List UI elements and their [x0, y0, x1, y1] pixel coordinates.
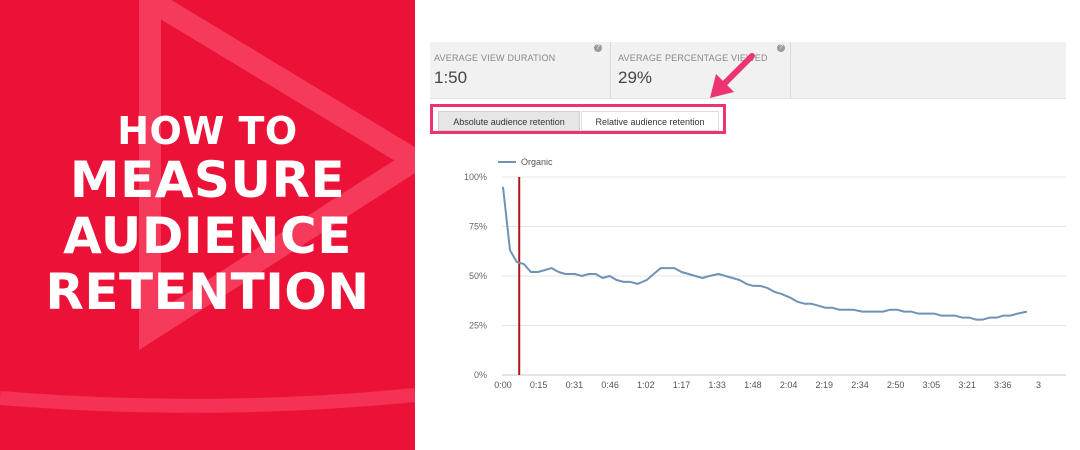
- x-tick-label: 2:04: [780, 380, 798, 390]
- analytics-panel: AVERAGE VIEW DURATION 1:50 ? AVERAGE PER…: [430, 42, 1066, 400]
- legend-label: Organic: [521, 157, 553, 167]
- y-tick-label: 25%: [469, 321, 487, 331]
- tab-absolute-audience-retention[interactable]: Absolute audience retention: [438, 111, 580, 131]
- help-icon[interactable]: ?: [594, 44, 602, 52]
- x-tick-label: 1:33: [708, 380, 726, 390]
- x-tick-label: 0:15: [530, 380, 548, 390]
- headline-line-1: HOW TO: [117, 109, 298, 153]
- x-tick-label: 0:00: [494, 380, 512, 390]
- headline-line-2: MEASURE: [69, 151, 346, 209]
- x-tick-label: 0:31: [566, 380, 584, 390]
- x-tick-label: 3:36: [994, 380, 1012, 390]
- retention-chart: 0% 25% 50% 75% 100% 0:00 0:15 0:31 0:46 1:02 1:17 1…: [464, 157, 1066, 390]
- metric-value: 29%: [618, 68, 653, 87]
- metric-label: AVERAGE VIEW DURATION: [434, 53, 556, 63]
- y-tick-label: 50%: [469, 271, 487, 281]
- x-tick-label: 1:02: [637, 380, 655, 390]
- play-icon: [0, 0, 415, 413]
- x-tick-label: 1:48: [744, 380, 762, 390]
- metric-average-percentage-viewed[interactable]: AVERAGE PERCENTAGE VIEWED 29% ?: [614, 42, 791, 98]
- retention-tabs: Absolute audience retention Relative aud…: [430, 104, 726, 134]
- x-tick-label: 2:50: [887, 380, 905, 390]
- y-tick-label: 100%: [464, 172, 487, 182]
- headline-line-4: RETENTION: [45, 263, 370, 321]
- x-tick-label: 1:17: [673, 380, 691, 390]
- headline: HOW TO MEASURE AUDIENCE RETENTION: [0, 110, 415, 320]
- x-tick-label: 0:46: [601, 380, 619, 390]
- headline-line-3: AUDIENCE: [63, 207, 352, 265]
- y-tick-label: 0%: [474, 370, 487, 380]
- banner: HOW TO MEASURE AUDIENCE RETENTION: [0, 0, 415, 450]
- metric-average-view-duration[interactable]: AVERAGE VIEW DURATION 1:50 ?: [430, 42, 611, 98]
- tab-relative-audience-retention[interactable]: Relative audience retention: [581, 111, 719, 131]
- metric-label: AVERAGE PERCENTAGE VIEWED: [618, 53, 768, 63]
- x-tick-label: 2:34: [851, 380, 869, 390]
- series-line-organic: [502, 186, 1028, 321]
- x-tick-label: 2:19: [816, 380, 834, 390]
- x-tick-label: 3:05: [923, 380, 941, 390]
- metrics-bar: AVERAGE VIEW DURATION 1:50 ? AVERAGE PER…: [430, 42, 1066, 99]
- x-tick-label: 3: [1036, 380, 1041, 390]
- help-icon[interactable]: ?: [777, 44, 785, 52]
- y-tick-label: 75%: [469, 222, 487, 232]
- metric-value: 1:50: [434, 68, 468, 87]
- arrow-icon: [710, 53, 755, 98]
- x-tick-label: 3:21: [958, 380, 976, 390]
